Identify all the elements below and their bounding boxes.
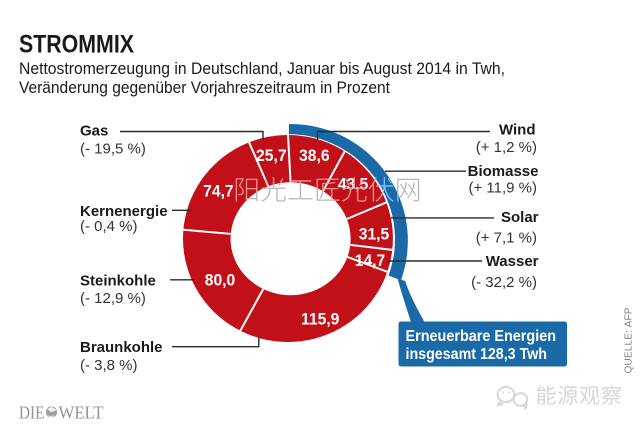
svg-text:(- 32,2 %): (- 32,2 %): [471, 274, 537, 291]
svg-text:(+ 7,1 %): (+ 7,1 %): [476, 230, 537, 247]
svg-text:Biomasse: Biomasse: [468, 163, 539, 180]
svg-text:QUELLE: AFP: QUELLE: AFP: [624, 307, 635, 373]
svg-text:43,5: 43,5: [338, 176, 369, 194]
svg-text:(- 3,8 %): (- 3,8 %): [80, 357, 138, 374]
svg-text:Steinkohle: Steinkohle: [80, 272, 156, 289]
svg-text:Gas: Gas: [80, 122, 108, 139]
svg-text:(- 12,9 %): (- 12,9 %): [80, 290, 146, 307]
svg-text:WELT: WELT: [59, 402, 104, 422]
svg-text:Wasser: Wasser: [486, 253, 539, 270]
svg-text:Erneuerbare Energien: Erneuerbare Energien: [406, 328, 557, 345]
svg-text:(- 0,4 %): (- 0,4 %): [80, 218, 138, 235]
svg-text:Solar: Solar: [501, 209, 539, 226]
svg-text:Braunkohle: Braunkohle: [80, 339, 163, 356]
svg-text:31,5: 31,5: [359, 226, 390, 244]
svg-text:Veränderung gegenüber Vorjahre: Veränderung gegenüber Vorjahreszeitraum …: [19, 78, 390, 97]
svg-text:insgesamt 128,3 Twh: insgesamt 128,3 Twh: [406, 346, 548, 363]
svg-text:115,9: 115,9: [301, 311, 340, 329]
svg-text:14,7: 14,7: [355, 252, 386, 270]
svg-text:25,7: 25,7: [256, 147, 287, 165]
svg-text:80,0: 80,0: [205, 271, 236, 289]
svg-text:38,6: 38,6: [299, 147, 330, 165]
svg-text:Wind: Wind: [499, 122, 536, 139]
svg-text:STROMMIX: STROMMIX: [19, 31, 134, 59]
svg-text:(- 19,5 %): (- 19,5 %): [80, 141, 146, 158]
svg-text:Nettostromerzeugung in Deutsch: Nettostromerzeugung in Deutschland, Janu…: [19, 59, 505, 78]
svg-text:Kernenergie: Kernenergie: [80, 203, 168, 220]
svg-text:(+ 1,2 %): (+ 1,2 %): [476, 139, 537, 156]
svg-text:DIE: DIE: [19, 402, 45, 422]
svg-text:74,7: 74,7: [203, 182, 234, 200]
svg-text:(+ 11,9 %): (+ 11,9 %): [468, 180, 537, 197]
